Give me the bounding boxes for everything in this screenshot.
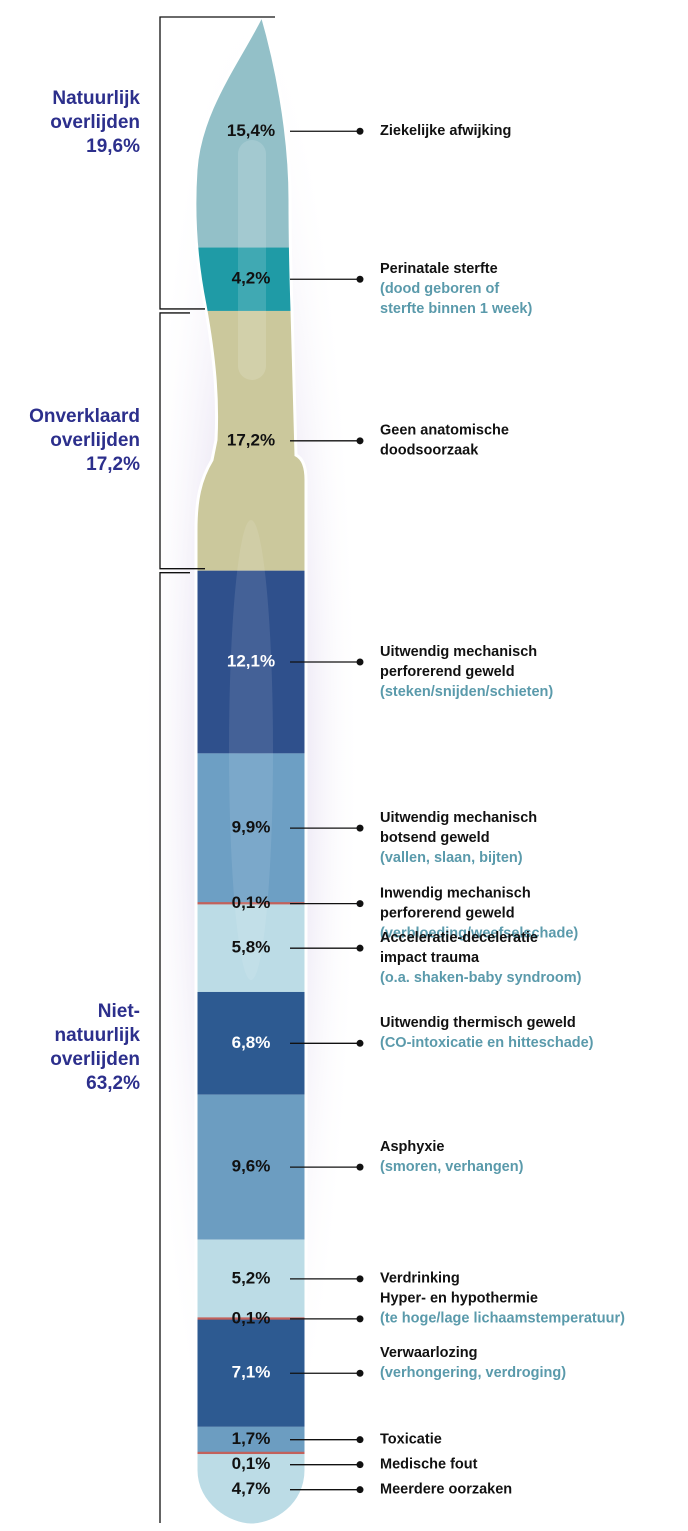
group-bracket — [159, 312, 205, 570]
segment-label: 9,9% — [232, 818, 271, 837]
cause-name: perforerend geweld — [380, 905, 515, 921]
blade-slot — [238, 140, 266, 380]
segment — [194, 1451, 306, 1455]
leader-dot — [356, 944, 364, 952]
segment — [194, 247, 306, 311]
cause-note: (verhongering, verdroging) — [380, 1365, 566, 1381]
segment — [194, 1317, 306, 1321]
cause-name: Acceleratie-deceleratie — [380, 930, 538, 946]
segment-label: 9,6% — [232, 1157, 271, 1176]
segment-label: 7,1% — [232, 1363, 271, 1382]
group-label: natuurlijk — [54, 1025, 140, 1046]
segment — [194, 570, 306, 754]
segment-label: 17,2% — [227, 430, 275, 449]
cause-name: Inwendig mechanisch — [380, 885, 531, 901]
group-label: Niet- — [98, 1001, 140, 1022]
cause-name: Perinatale sterfte — [380, 261, 498, 277]
group-label: Natuurlijk — [52, 88, 140, 109]
cause-name: Uitwendig thermisch geweld — [380, 1015, 576, 1031]
cause-note: (vallen, slaan, bijten) — [380, 850, 523, 866]
labels: 15,4% Ziekelijke afwijking 4,2% Perinatale … — [29, 16, 625, 1523]
cause-name: Uitwendig mechanisch — [380, 810, 537, 826]
cause-name: Verdrinking — [380, 1271, 460, 1287]
group-label: overlijden — [50, 1049, 140, 1070]
cause-note: (smoren, verhangen) — [380, 1159, 524, 1175]
group-label: Onverklaard — [29, 406, 140, 427]
leader-dot — [356, 437, 364, 445]
segment-label: 15,4% — [227, 121, 275, 140]
segment-label: 6,8% — [232, 1033, 271, 1052]
segment-label: 0,1% — [232, 1308, 271, 1327]
segment-label: 0,1% — [232, 1454, 271, 1473]
leader-dot — [356, 900, 364, 908]
cause-name: Uitwendig mechanisch — [380, 644, 537, 660]
segment — [194, 904, 306, 992]
segment-label: 5,8% — [232, 938, 271, 957]
segment-label: 4,7% — [232, 1479, 271, 1498]
outline — [193, 10, 308, 1527]
cause-name: Verwaarlozing — [380, 1345, 478, 1361]
segment-label: 4,2% — [232, 269, 271, 288]
segment-label: 12,1% — [227, 652, 275, 671]
group-bracket — [159, 16, 275, 310]
handle-highlight — [229, 520, 273, 980]
leader-dot — [356, 275, 364, 283]
cause-name: Geen anatomische — [380, 423, 509, 439]
cause-note: (CO-intoxicatie en hitteschade) — [380, 1035, 594, 1051]
leader-dot — [356, 1275, 364, 1283]
cause-note: (te hoge/lage lichaamstemperatuur) — [380, 1311, 625, 1327]
group-label: 17,2% — [86, 454, 140, 475]
cause-name: Hyper- en hypothermie — [380, 1291, 538, 1307]
cause-name: impact trauma — [380, 950, 480, 966]
leader-dot — [356, 127, 364, 135]
segment-label: 0,1% — [232, 893, 271, 912]
segment — [194, 1426, 306, 1453]
segment — [194, 902, 306, 906]
group-label: 63,2% — [86, 1073, 140, 1094]
segment — [194, 1319, 306, 1427]
segment — [194, 1094, 306, 1240]
cause-note: (verbloeding/weefselschade) — [380, 925, 578, 941]
segment — [194, 753, 306, 903]
cause-name: Toxicatie — [380, 1432, 442, 1448]
cause-name: Ziekelijke afwijking — [380, 123, 511, 139]
cause-name: doodsoorzaak — [380, 443, 479, 459]
leader-dot — [356, 1436, 364, 1444]
cause-note: (dood geboren of — [380, 281, 499, 297]
segment — [194, 1239, 306, 1319]
leader-dot — [356, 824, 364, 832]
leader-dot — [356, 1486, 364, 1494]
cause-name: perforerend geweld — [380, 664, 515, 680]
cause-name: Meerdere oorzaken — [380, 1482, 512, 1498]
cause-note: (o.a. shaken-baby syndroom) — [380, 970, 582, 986]
cause-name: Medische fout — [380, 1457, 478, 1473]
group-label: overlijden — [50, 430, 140, 451]
blade — [194, 15, 306, 1525]
segment-label: 1,7% — [232, 1429, 271, 1448]
segment-label: 5,2% — [232, 1268, 271, 1287]
leader-dot — [356, 1461, 364, 1469]
leader-dot — [356, 1039, 364, 1047]
segment — [194, 991, 306, 1095]
group-label: overlijden — [50, 112, 140, 133]
leader-dot — [356, 1315, 364, 1323]
leader-dot — [356, 658, 364, 666]
leader-dot — [356, 1369, 364, 1377]
cause-note: sterfte binnen 1 week) — [380, 301, 532, 317]
cause-name: Asphyxie — [380, 1139, 444, 1155]
leader-dot — [356, 1163, 364, 1171]
cause-note: (steken/snijden/schieten) — [380, 684, 553, 700]
cause-name: botsend geweld — [380, 830, 490, 846]
group-label: 19,6% — [86, 136, 140, 157]
group-bracket — [159, 572, 190, 1523]
